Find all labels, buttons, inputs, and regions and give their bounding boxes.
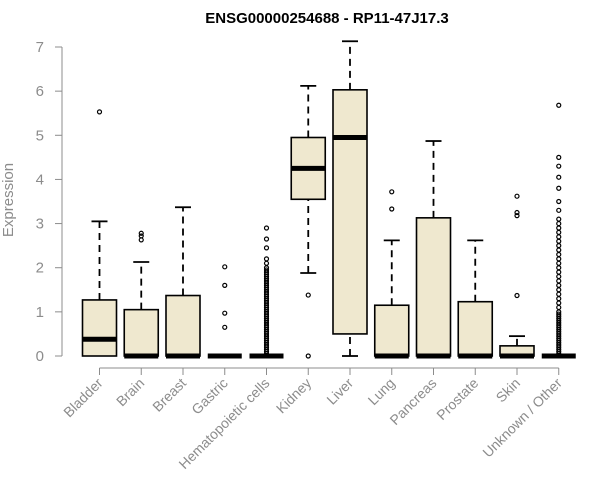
y-tick-label: 0	[36, 348, 44, 365]
outlier-point	[514, 209, 520, 216]
box-skin	[499, 193, 535, 359]
outlier-point	[556, 282, 562, 288]
box-brain	[123, 230, 160, 359]
x-tick-label: Bladder	[60, 375, 106, 421]
y-tick-label: 2	[36, 260, 44, 277]
outlier-point	[556, 256, 562, 262]
outlier-point	[222, 324, 228, 330]
x-tick-label: Kidney	[273, 375, 315, 417]
x-tick-label: Breast	[149, 375, 189, 415]
outlier-point	[556, 311, 562, 317]
outlier-point	[222, 310, 228, 316]
x-tick-label: Lung	[365, 375, 398, 408]
outlier-point	[263, 260, 270, 266]
y-tick-label: 4	[36, 171, 44, 188]
chart-title: ENSG00000254688 - RP11-47J17.3	[205, 10, 449, 27]
outlier-point	[305, 353, 311, 359]
box-hematopoietic-cells	[249, 225, 284, 359]
iqr-box	[415, 217, 452, 357]
outlier-point	[556, 269, 562, 275]
box-gastric	[207, 264, 242, 359]
outlier-point	[556, 185, 562, 191]
outlier-point	[556, 229, 562, 235]
outlier-point	[556, 174, 562, 180]
box-breast	[165, 206, 201, 359]
outlier-point	[96, 109, 103, 115]
y-tick-label: 3	[36, 216, 44, 233]
y-tick-label: 7	[36, 39, 44, 56]
outlier-point	[556, 273, 562, 280]
outlier-point	[556, 287, 562, 293]
outlier-point	[556, 163, 562, 169]
outlier-point	[556, 216, 562, 222]
box-liver	[332, 40, 368, 357]
y-tick-label: 5	[36, 127, 44, 144]
iqr-box	[373, 304, 410, 357]
x-tick-label: Brain	[113, 375, 147, 409]
y-tick-label: 1	[36, 304, 44, 321]
outlier-point	[263, 245, 270, 251]
outlier-point	[556, 220, 562, 227]
outlier-point	[263, 256, 270, 262]
outlier-point	[263, 236, 270, 242]
outlier-point	[263, 225, 270, 231]
outlier-point	[514, 213, 520, 219]
outlier-point	[556, 247, 562, 253]
outlier-point	[222, 282, 228, 288]
outlier-point	[556, 300, 562, 306]
outlier-point	[138, 230, 144, 236]
outlier-point	[556, 102, 562, 108]
x-tick-label: Unknown / Other	[479, 375, 565, 461]
outlier-point	[556, 296, 562, 302]
y-tick-label: 6	[36, 83, 44, 100]
boxes	[81, 40, 576, 359]
outlier-point	[556, 243, 562, 249]
outlier-point	[556, 238, 562, 244]
outlier-point	[514, 292, 520, 299]
y-axis: 0 1 2 3 4 5 6 7	[36, 39, 63, 365]
box-pancreas	[415, 140, 452, 359]
outlier-point	[556, 291, 562, 297]
outlier-point	[556, 265, 562, 271]
iqr-box	[81, 299, 118, 357]
outlier-point	[556, 278, 562, 284]
box-prostate	[457, 239, 494, 359]
iqr-box	[123, 308, 160, 357]
x-tick-label: Skin	[493, 375, 524, 406]
x-tick-label: Liver	[323, 375, 356, 408]
outlier-point	[556, 198, 562, 205]
outlier-point	[263, 267, 270, 273]
box-kidney	[290, 84, 327, 359]
outlier-point	[389, 206, 395, 212]
outlier-point	[556, 154, 562, 160]
box-bladder	[81, 109, 118, 357]
outlier-point	[556, 251, 562, 258]
outlier-point	[389, 189, 395, 195]
x-tick-label: Prostate	[433, 375, 481, 423]
box-unknown-other	[541, 102, 576, 359]
outlier-point	[556, 207, 562, 213]
outlier-point	[138, 233, 144, 239]
y-axis-label: Expression	[0, 163, 17, 237]
outlier-point	[556, 304, 562, 311]
outlier-point	[556, 260, 562, 266]
outlier-point	[514, 193, 520, 199]
iqr-box	[165, 294, 201, 357]
outlier-point	[556, 225, 562, 231]
outlier-point	[222, 264, 228, 270]
iqr-box	[332, 89, 368, 335]
box-lung	[373, 189, 410, 359]
outlier-point	[305, 292, 311, 298]
iqr-box	[457, 300, 494, 357]
outlier-point	[556, 234, 562, 240]
